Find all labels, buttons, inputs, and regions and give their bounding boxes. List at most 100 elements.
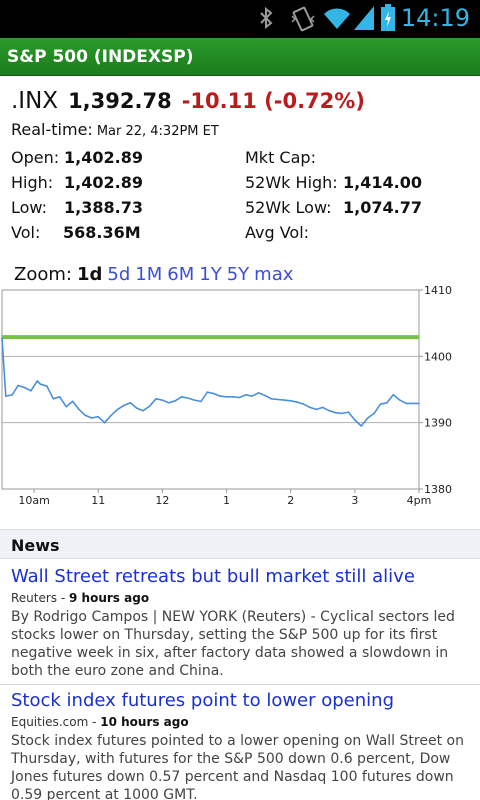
- chart-data-point: [289, 400, 292, 402]
- stat-vol-label: Vol:: [11, 223, 41, 242]
- chart-data-point: [360, 425, 363, 427]
- chart-data-point: [135, 407, 138, 409]
- stat-low-value: 1,388.73: [64, 198, 143, 217]
- news-article[interactable]: Stock index futures point to lower openi…: [0, 690, 480, 800]
- zoom-option-1d[interactable]: 1d: [76, 264, 103, 285]
- zoom-option-6m[interactable]: 6M: [167, 264, 195, 285]
- news-snippet: Stock index futures pointed to a lower o…: [11, 733, 464, 800]
- zoom-selector: Zoom: 1d 5d 1M 6M 1Y 5Y max: [14, 264, 298, 285]
- chart-data-point: [296, 401, 298, 403]
- chart-data-point: [91, 417, 93, 419]
- chart-data-point: [110, 414, 112, 417]
- chart-data-point: [392, 394, 395, 396]
- stat-open-label: Open:: [11, 148, 60, 167]
- chart-data-point: [71, 400, 74, 403]
- chart-data-point: [238, 396, 241, 399]
- news-header-label: News: [11, 536, 60, 555]
- zoom-option-5y[interactable]: 5Y: [226, 264, 250, 285]
- news-headline[interactable]: Wall Street retreats but bull market sti…: [11, 566, 415, 587]
- chart-data-point: [5, 395, 7, 397]
- realtime-line: Real-time: Mar 22, 4:32PM ET: [11, 120, 219, 139]
- news-article[interactable]: Wall Street retreats but bull market sti…: [0, 566, 480, 680]
- news-source: Equities.com: [11, 715, 89, 729]
- news-source: Reuters: [11, 591, 58, 605]
- stat-low: Low: 1,388.73: [11, 198, 143, 217]
- chart-x-tick-label: 4pm: [407, 494, 432, 507]
- battery-charging-icon: [381, 4, 395, 31]
- chart-data-point: [315, 408, 318, 411]
- chart-x-tick-label: 12: [155, 494, 169, 507]
- chart-data-point: [405, 402, 408, 405]
- chart-data-point: [78, 408, 80, 411]
- last-price: 1,392.78: [68, 89, 172, 113]
- news-time: 9 hours ago: [69, 591, 150, 605]
- zoom-option-5d[interactable]: 5d: [107, 264, 131, 285]
- chart-data-point: [309, 406, 311, 409]
- stat-vol-value: 568.36M: [63, 223, 141, 242]
- chart-data-point: [251, 395, 253, 397]
- chart-x-tick-label: 1: [223, 494, 230, 507]
- chart-data-point: [97, 415, 99, 418]
- chart-y-tick-label: 1410: [424, 284, 452, 297]
- chart-x-tick-label: 10am: [18, 494, 49, 507]
- chart-data-point: [36, 380, 39, 382]
- stat-52wk-low-label: 52Wk Low:: [245, 198, 332, 217]
- chart-data-point: [341, 412, 343, 415]
- chart-data-point: [30, 390, 32, 392]
- chart-data-point: [366, 417, 369, 419]
- chart-data-point: [411, 402, 414, 405]
- chart-data-point: [379, 403, 382, 405]
- chart-data-point: [142, 409, 144, 412]
- quote-line: .INX 1,392.78 -10.11 (-0.72%): [11, 88, 365, 114]
- chart-data-point: [187, 397, 189, 399]
- stat-52wk-low-value: 1,074.77: [343, 198, 422, 217]
- zoom-label: Zoom:: [14, 264, 72, 285]
- wifi-icon: [324, 8, 350, 29]
- chart-data-point: [103, 421, 106, 424]
- chart-data-point: [200, 400, 202, 403]
- chart-data-point: [39, 383, 42, 385]
- news-snippet: By Rodrigo Campos | NEW YORK (Reuters) -…: [11, 609, 455, 679]
- stat-avg-vol-label: Avg Vol:: [245, 223, 310, 242]
- zoom-option-1y[interactable]: 1Y: [199, 264, 222, 285]
- news-headline[interactable]: Stock index futures point to lower openi…: [11, 690, 395, 711]
- page-title: S&P 500 (INDEXSP): [7, 47, 194, 67]
- chart-y-tick-label: 1400: [424, 350, 452, 363]
- chart-data-point: [354, 419, 356, 421]
- bluetooth-icon: [260, 6, 273, 30]
- chart-data-point: [302, 403, 305, 405]
- chart-data-point: [46, 385, 48, 387]
- stat-52wk-high-value: 1,414.00: [343, 173, 422, 192]
- clock: 14:19: [400, 4, 470, 32]
- zoom-option-max[interactable]: max: [254, 264, 294, 285]
- chart-data-point: [386, 402, 388, 404]
- zoom-option-1m[interactable]: 1M: [135, 264, 163, 285]
- price-change: -10.11 (-0.72%): [181, 89, 365, 113]
- stat-high: High: 1,402.89: [11, 173, 143, 192]
- stat-52wk-low: 52Wk Low: 1,074.77: [245, 198, 422, 217]
- stat-open: Open: 1,402.89: [11, 148, 143, 167]
- chart-data-point: [168, 402, 170, 404]
- chart-data-point: [11, 394, 14, 396]
- chart-data-point: [155, 398, 157, 400]
- chart-data-point: [264, 394, 266, 397]
- chart-frame: [1, 289, 420, 490]
- news-meta: Reuters - 9 hours ago: [11, 591, 150, 605]
- chart-data-point: [116, 408, 119, 411]
- stat-avg-vol: Avg Vol:: [245, 223, 309, 242]
- chart-data-point: [245, 394, 247, 396]
- chart-data-point: [129, 402, 132, 404]
- signal-icon: [354, 6, 374, 30]
- chart-y-tick-label: 1390: [424, 417, 452, 430]
- chart-data-point: [334, 411, 337, 414]
- stat-open-value: 1,402.89: [64, 148, 143, 167]
- chart-data-point: [225, 396, 228, 398]
- chart-data-point: [232, 396, 234, 398]
- chart-data-point: [257, 392, 260, 394]
- chart-data-point: [418, 402, 420, 405]
- chart-data-point: [174, 400, 176, 402]
- chart-data-point: [206, 391, 209, 393]
- chart-x-tick-label: 2: [287, 494, 294, 507]
- chart-data-point: [148, 405, 151, 407]
